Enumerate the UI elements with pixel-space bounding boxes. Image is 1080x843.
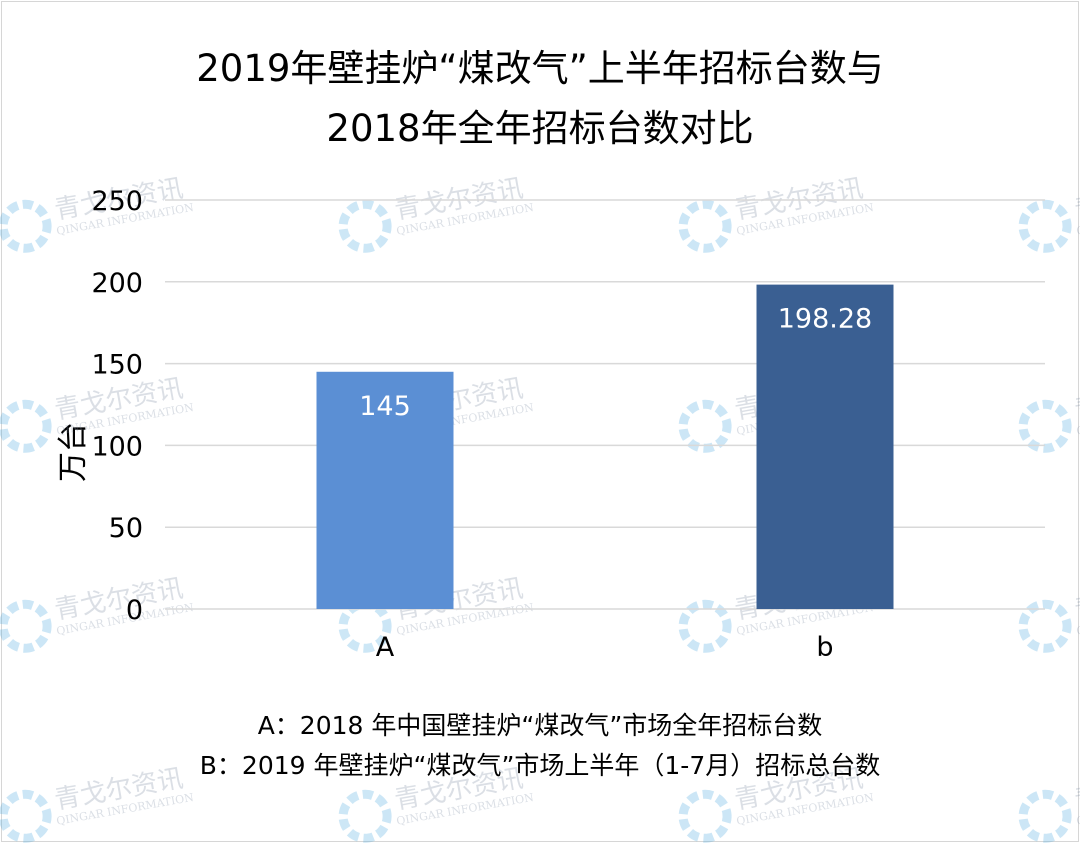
chart-title-line1: 2019年壁挂炉“煤改气”上半年招标台数与 <box>196 47 884 90</box>
bar <box>316 371 454 609</box>
x-tick-label: b <box>816 632 833 663</box>
chart-title-line2: 2018年全年招标台数对比 <box>326 107 754 150</box>
y-tick-label: 100 <box>91 431 143 462</box>
svg-text:青戈尔资讯: 青戈尔资讯 <box>1072 174 1080 226</box>
x-tick-label: A <box>376 632 395 663</box>
svg-text:青戈尔资讯: 青戈尔资讯 <box>1072 574 1080 626</box>
data-label: 198.28 <box>778 304 872 335</box>
footnote-b: B：2019 年壁挂炉“煤改气”市场上半年（1-7月）招标总台数 <box>199 751 881 780</box>
svg-text:青戈尔资讯: 青戈尔资讯 <box>1072 764 1080 816</box>
y-tick-label: 50 <box>109 513 143 544</box>
y-tick-label: 0 <box>126 595 143 626</box>
data-label: 145 <box>359 391 411 422</box>
y-tick-label: 250 <box>91 186 143 217</box>
bar <box>756 284 894 609</box>
footnote-a: A：2018 年中国壁挂炉“煤改气”市场全年招标台数 <box>257 711 823 740</box>
svg-text:青戈尔资讯: 青戈尔资讯 <box>1072 374 1080 426</box>
y-tick-label: 150 <box>91 350 143 381</box>
y-tick-label: 200 <box>91 268 143 299</box>
